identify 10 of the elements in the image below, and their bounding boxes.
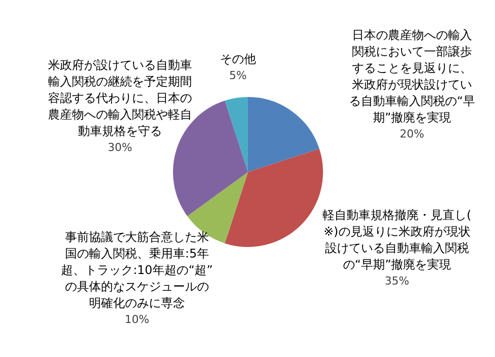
slice-label: 日本の農産物への輸入関税において一部譲歩することを見返りに、米政府が現状設けている自動車輸入関税の“早期”撤廃を実現 xyxy=(348,28,476,125)
slice-label: 事前協議で大筋合意した米国の輸入関税、乗用車:5年超、トラック:10年超の“超”の具体的なスケジュールの明確化のみに専念 xyxy=(61,230,213,310)
slice-label: その他 xyxy=(220,52,256,66)
slice-label: 米政府が設けている自動車輸入関税の継続を予定期間容認する代わりに、日本の農産物への輸入関税や軽自動車規格を守る xyxy=(48,58,192,138)
data-label: 30% xyxy=(108,140,132,154)
slice-label: 軽自動車規格撤廃・見直し(※)の見返りに米政府が現状設けている自動車輸入関税の“早期”撤廃を実現 xyxy=(322,208,472,272)
data-label: 5% xyxy=(229,68,247,82)
data-label: 10% xyxy=(124,312,150,326)
data-label: 35% xyxy=(384,274,410,288)
data-label: 20% xyxy=(400,127,424,140)
